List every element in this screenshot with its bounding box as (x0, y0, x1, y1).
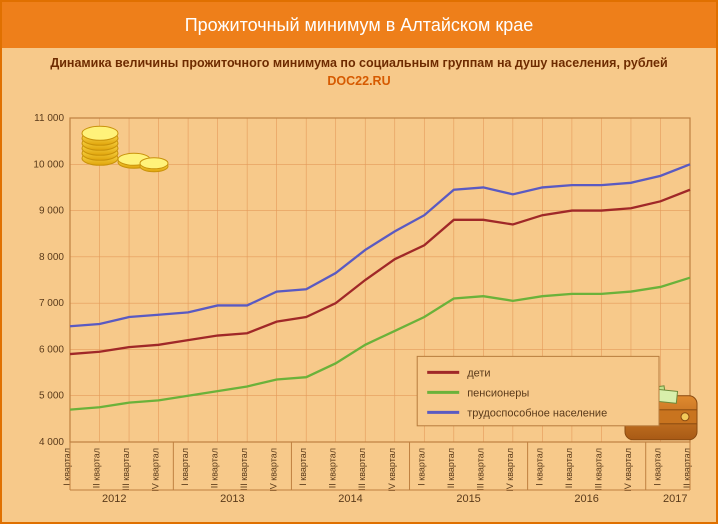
svg-text:II квартал: II квартал (92, 448, 102, 488)
svg-text:2013: 2013 (220, 493, 244, 505)
legend: дети пенсионеры трудоспособное население (417, 356, 659, 425)
svg-text:4 000: 4 000 (39, 437, 64, 448)
svg-text:дети: дети (467, 367, 490, 379)
svg-text:IV квартал: IV квартал (505, 448, 515, 492)
svg-text:2012: 2012 (102, 493, 126, 505)
svg-text:II квартал: II квартал (446, 448, 456, 488)
svg-text:IV квартал: IV квартал (623, 448, 633, 492)
line-chart: 4 000 5 000 6 000 7 000 8 000 9 000 10 000 11 0… (22, 112, 700, 508)
svg-text:трудоспособное население: трудоспособное население (467, 407, 607, 419)
chart-subtitle: Динамика величины прожиточного минимума … (22, 56, 696, 70)
svg-text:II квартал: II квартал (564, 448, 574, 488)
svg-text:IV квартал: IV квартал (387, 448, 397, 492)
svg-text:6 000: 6 000 (39, 344, 64, 355)
svg-text:III квартал: III квартал (475, 448, 485, 491)
plot-area: 4 000 5 000 6 000 7 000 8 000 9 000 10 000 11 0… (22, 112, 700, 508)
svg-text:III квартал: III квартал (239, 448, 249, 491)
svg-text:II квартал: II квартал (328, 448, 338, 488)
svg-text:2015: 2015 (456, 493, 480, 505)
chart-title: Прожиточный минимум в Алтайском крае (2, 2, 716, 48)
svg-text:2016: 2016 (574, 493, 598, 505)
svg-text:I квартал: I квартал (416, 448, 426, 486)
svg-text:I квартал: I квартал (180, 448, 190, 486)
svg-text:IV квартал: IV квартал (269, 448, 279, 492)
chart-source: DOC22.RU (2, 74, 716, 88)
svg-text:пенсионеры: пенсионеры (467, 387, 529, 399)
chart-card: Прожиточный минимум в Алтайском крае Дин… (0, 0, 718, 524)
svg-text:5 000: 5 000 (39, 391, 64, 402)
svg-text:III квартал: III квартал (121, 448, 131, 491)
svg-text:7 000: 7 000 (39, 298, 64, 309)
svg-text:11 000: 11 000 (34, 113, 64, 124)
svg-text:9 000: 9 000 (39, 206, 64, 217)
svg-text:IV квартал: IV квартал (151, 448, 161, 492)
svg-text:2017: 2017 (663, 493, 687, 505)
svg-text:2014: 2014 (338, 493, 362, 505)
svg-text:II квартал: II квартал (210, 448, 220, 488)
svg-text:I квартал: I квартал (652, 448, 662, 486)
svg-text:8 000: 8 000 (39, 252, 64, 263)
svg-text:I квартал: I квартал (298, 448, 308, 486)
svg-text:III квартал: III квартал (593, 448, 603, 491)
svg-text:III квартал: III квартал (357, 448, 367, 491)
svg-text:10 000: 10 000 (33, 159, 64, 170)
svg-text:I квартал: I квартал (534, 448, 544, 486)
